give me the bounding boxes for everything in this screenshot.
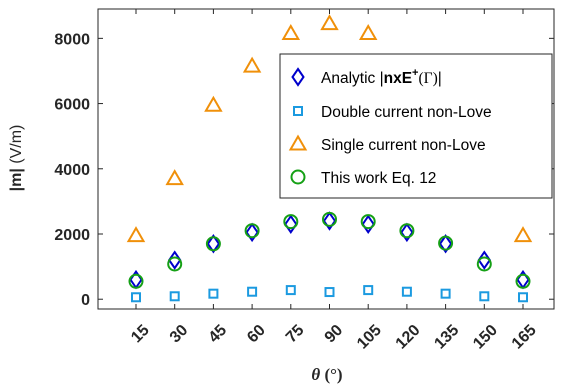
diamond-point bbox=[477, 250, 492, 270]
x-tick-label: 60 bbox=[244, 322, 269, 347]
triangle-point bbox=[242, 56, 262, 73]
y-tick-label: 2000 bbox=[54, 227, 90, 244]
legend-analytic-sup: + bbox=[412, 67, 418, 79]
x-tick-label: 135 bbox=[431, 322, 462, 353]
y-axis-ticks: 0 2000 4000 6000 8000 bbox=[54, 31, 554, 309]
square-point bbox=[324, 287, 335, 298]
legend-diamond-marker bbox=[291, 67, 305, 87]
x-tick-label: 150 bbox=[470, 322, 501, 353]
x-axis-label-unit: (°) bbox=[320, 365, 342, 384]
x-tick-label: 90 bbox=[322, 322, 347, 347]
y-tick-label: 4000 bbox=[54, 162, 90, 179]
circle-point bbox=[283, 214, 299, 230]
x-tick-label: 120 bbox=[393, 322, 424, 353]
diamond-point bbox=[167, 250, 182, 270]
circle-point bbox=[128, 273, 144, 289]
square-point bbox=[401, 286, 412, 297]
x-axis-label: θ (°) bbox=[311, 365, 342, 384]
x-tick-label: 30 bbox=[167, 322, 192, 347]
diamond-point bbox=[361, 214, 375, 234]
legend-box bbox=[279, 53, 553, 199]
diamond-point bbox=[284, 214, 298, 234]
diamond-point bbox=[400, 222, 414, 243]
circle-point bbox=[399, 223, 415, 239]
x-tick-label: 105 bbox=[354, 322, 385, 353]
y-tick-label: 8000 bbox=[54, 31, 90, 48]
triangle-point bbox=[204, 95, 223, 112]
x-tick-label: 75 bbox=[283, 322, 308, 347]
legend-analytic-bold: nxE bbox=[384, 70, 412, 87]
circle-point bbox=[360, 214, 376, 230]
y-tick-label: 0 bbox=[81, 292, 90, 309]
circle-point bbox=[205, 236, 221, 252]
diamond-point bbox=[322, 211, 337, 231]
circle-point bbox=[244, 223, 260, 239]
x-tick-label: 165 bbox=[509, 322, 540, 353]
circle-point bbox=[167, 256, 183, 272]
triangle-point bbox=[320, 14, 339, 31]
triangle-point bbox=[165, 169, 184, 186]
legend-label-analytic: Analytic |nxE+(Γ)| bbox=[321, 67, 442, 87]
circle-point bbox=[322, 211, 337, 227]
legend-analytic-gamma: (Γ) bbox=[418, 70, 437, 87]
square-point bbox=[247, 286, 258, 297]
triangle-point bbox=[281, 23, 301, 40]
square-point bbox=[440, 288, 451, 299]
y-axis-label-main: |m| bbox=[8, 168, 25, 191]
diamond-point bbox=[438, 234, 453, 254]
circle-point bbox=[476, 256, 492, 272]
legend: Analytic |nxE+(Γ)| Double current non-Lo… bbox=[279, 53, 553, 199]
legend-analytic-suffix: | bbox=[438, 70, 442, 87]
y-tick-label: 6000 bbox=[54, 97, 90, 114]
legend-analytic-prefix: Analytic | bbox=[321, 70, 384, 87]
square-point bbox=[208, 288, 219, 299]
y-axis-label-unit: (V/m) bbox=[8, 125, 25, 169]
y-axis-label: |m| (V/m) bbox=[8, 125, 25, 192]
circle-point bbox=[515, 273, 531, 289]
diamond-point bbox=[206, 234, 221, 254]
diamond-point bbox=[245, 222, 259, 243]
x-tick-label: 15 bbox=[128, 322, 153, 347]
legend-label-single: Single current non-Love bbox=[321, 137, 486, 154]
x-tick-label: 45 bbox=[206, 322, 231, 347]
square-point bbox=[479, 291, 490, 302]
square-point bbox=[518, 292, 528, 303]
x-axis-label-symbol: θ bbox=[311, 365, 320, 384]
data-marks bbox=[126, 14, 533, 303]
square-point bbox=[131, 292, 141, 303]
triangle-point bbox=[513, 226, 533, 243]
square-point bbox=[285, 285, 296, 296]
legend-square-marker bbox=[293, 106, 303, 116]
legend-triangle-marker bbox=[288, 134, 308, 151]
legend-label-thiswork: This work Eq. 12 bbox=[321, 170, 436, 187]
triangle-point bbox=[126, 226, 146, 243]
triangle-point bbox=[358, 23, 378, 40]
square-point bbox=[169, 291, 180, 302]
legend-circle-marker bbox=[290, 169, 306, 185]
square-point bbox=[363, 285, 374, 296]
legend-label-double: Double current non-Love bbox=[321, 104, 492, 121]
circle-point bbox=[438, 235, 454, 251]
legend-markers bbox=[288, 67, 308, 185]
